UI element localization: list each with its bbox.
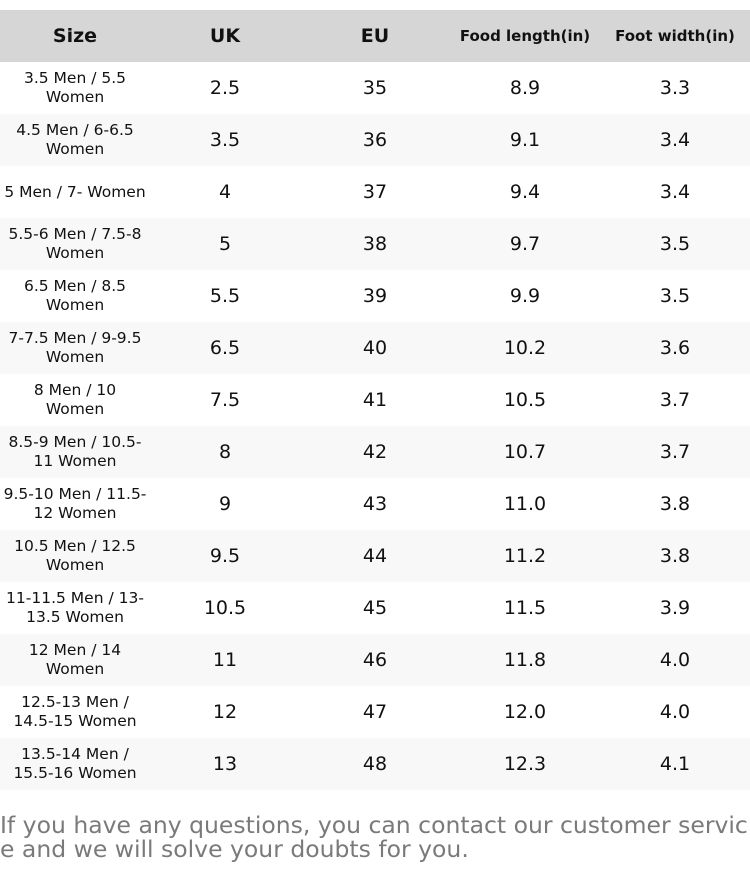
eu-cell: 47 <box>362 701 388 723</box>
foot-length-cell: 10.5 <box>503 389 547 411</box>
size-cell: 8.5-9 Men / 10.5-11 Women <box>8 433 142 470</box>
eu-cell: 38 <box>362 233 388 255</box>
eu-cell: 42 <box>362 441 388 463</box>
header-foot-width: Foot width(in) <box>615 27 735 45</box>
foot-width-cell: 3.8 <box>659 493 691 515</box>
uk-cell: 13 <box>212 753 238 775</box>
foot-length-cell: 11.5 <box>503 597 547 619</box>
size-cell: 9.5-10 Men / 11.5-12 Women <box>3 485 147 522</box>
foot-length-cell: 9.9 <box>509 285 541 307</box>
size-cell: 6.5 Men / 8.5 Women <box>23 277 127 314</box>
header-size: Size <box>52 25 98 47</box>
size-cell: 5 Men / 7- Women <box>4 182 146 201</box>
foot-length-cell: 8.9 <box>509 77 541 99</box>
foot-length-cell: 11.2 <box>503 545 547 567</box>
table-row: 4.5 Men / 6-6.5 Women 3.5 36 9.1 3.4 <box>0 114 750 166</box>
table-row: 6.5 Men / 8.5 Women 5.5 39 9.9 3.5 <box>0 270 750 322</box>
size-cell: 7-7.5 Men / 9-9.5 Women <box>8 329 142 366</box>
table-row: 9.5-10 Men / 11.5-12 Women 9 43 11.0 3.8 <box>0 478 750 530</box>
foot-width-cell: 4.0 <box>659 649 691 671</box>
uk-cell: 4 <box>218 181 232 203</box>
header-eu: EU <box>360 25 390 47</box>
table-row: 8.5-9 Men / 10.5-11 Women 8 42 10.7 3.7 <box>0 426 750 478</box>
uk-cell: 3.5 <box>209 129 241 151</box>
uk-cell: 6.5 <box>209 337 241 359</box>
foot-width-cell: 4.1 <box>659 753 691 775</box>
foot-width-cell: 3.9 <box>659 597 691 619</box>
foot-length-cell: 9.1 <box>509 129 541 151</box>
header-foot-length: Food length(in) <box>459 27 591 45</box>
uk-cell: 11 <box>212 649 238 671</box>
foot-width-cell: 3.4 <box>659 129 691 151</box>
foot-width-cell: 3.3 <box>659 77 691 99</box>
foot-width-cell: 3.5 <box>659 285 691 307</box>
eu-cell: 44 <box>362 545 388 567</box>
table-row: 5 Men / 7- Women 4 37 9.4 3.4 <box>0 166 750 218</box>
foot-length-cell: 10.2 <box>503 337 547 359</box>
foot-width-cell: 3.5 <box>659 233 691 255</box>
table-row: 13.5-14 Men / 15.5-16 Women 13 48 12.3 4.1 <box>0 738 750 790</box>
table-row: 7-7.5 Men / 9-9.5 Women 6.5 40 10.2 3.6 <box>0 322 750 374</box>
foot-width-cell: 3.8 <box>659 545 691 567</box>
foot-length-cell: 9.7 <box>509 233 541 255</box>
table-row: 10.5 Men / 12.5 Women 9.5 44 11.2 3.8 <box>0 530 750 582</box>
table-row: 11-11.5 Men / 13-13.5 Women 10.5 45 11.5 3.9 <box>0 582 750 634</box>
size-cell: 10.5 Men / 12.5 Women <box>14 537 136 574</box>
uk-cell: 9.5 <box>209 545 241 567</box>
table-row: 3.5 Men / 5.5 Women 2.5 35 8.9 3.3 <box>0 62 750 114</box>
size-cell: 12.5-13 Men / 14.5-15 Women <box>13 693 137 730</box>
size-cell: 8 Men / 10 Women <box>33 381 117 418</box>
eu-cell: 35 <box>362 77 388 99</box>
size-chart-table: Size UK EU Food length(in) Foot width(in… <box>0 10 750 790</box>
foot-width-cell: 3.7 <box>659 389 691 411</box>
table-body: 3.5 Men / 5.5 Women 2.5 35 8.9 3.3 4.5 Men / … <box>0 62 750 790</box>
eu-cell: 37 <box>362 181 388 203</box>
table-row: 8 Men / 10 Women 7.5 41 10.5 3.7 <box>0 374 750 426</box>
foot-length-cell: 11.0 <box>503 493 547 515</box>
uk-cell: 10.5 <box>203 597 247 619</box>
size-cell: 13.5-14 Men / 15.5-16 Women <box>13 745 137 782</box>
eu-cell: 41 <box>362 389 388 411</box>
eu-cell: 45 <box>362 597 388 619</box>
size-cell: 11-11.5 Men / 13-13.5 Women <box>6 589 144 626</box>
foot-length-cell: 9.4 <box>509 181 541 203</box>
foot-length-cell: 12.0 <box>503 701 547 723</box>
foot-length-cell: 12.3 <box>503 753 547 775</box>
eu-cell: 48 <box>362 753 388 775</box>
size-cell: 12 Men / 14 Women <box>28 641 122 678</box>
eu-cell: 39 <box>362 285 388 307</box>
foot-width-cell: 3.4 <box>659 181 691 203</box>
foot-width-cell: 3.6 <box>659 337 691 359</box>
eu-cell: 40 <box>362 337 388 359</box>
uk-cell: 7.5 <box>209 389 241 411</box>
uk-cell: 9 <box>218 493 232 515</box>
eu-cell: 46 <box>362 649 388 671</box>
uk-cell: 2.5 <box>209 77 241 99</box>
foot-width-cell: 4.0 <box>659 701 691 723</box>
uk-cell: 5 <box>218 233 232 255</box>
eu-cell: 36 <box>362 129 388 151</box>
foot-length-cell: 10.7 <box>503 441 547 463</box>
foot-length-cell: 11.8 <box>503 649 547 671</box>
table-header-row: Size UK EU Food length(in) Foot width(in… <box>0 10 750 62</box>
size-cell: 5.5-6 Men / 7.5-8 Women <box>8 225 142 262</box>
size-cell: 3.5 Men / 5.5 Women <box>23 69 127 106</box>
uk-cell: 8 <box>218 441 232 463</box>
eu-cell: 43 <box>362 493 388 515</box>
foot-width-cell: 3.7 <box>659 441 691 463</box>
header-uk: UK <box>209 25 241 47</box>
customer-service-note: If you have any questions, you can conta… <box>0 811 748 863</box>
size-cell: 4.5 Men / 6-6.5 Women <box>16 121 134 158</box>
table-row: 5.5-6 Men / 7.5-8 Women 5 38 9.7 3.5 <box>0 218 750 270</box>
uk-cell: 12 <box>212 701 238 723</box>
table-row: 12.5-13 Men / 14.5-15 Women 12 47 12.0 4.0 <box>0 686 750 738</box>
table-row: 12 Men / 14 Women 11 46 11.8 4.0 <box>0 634 750 686</box>
uk-cell: 5.5 <box>209 285 241 307</box>
